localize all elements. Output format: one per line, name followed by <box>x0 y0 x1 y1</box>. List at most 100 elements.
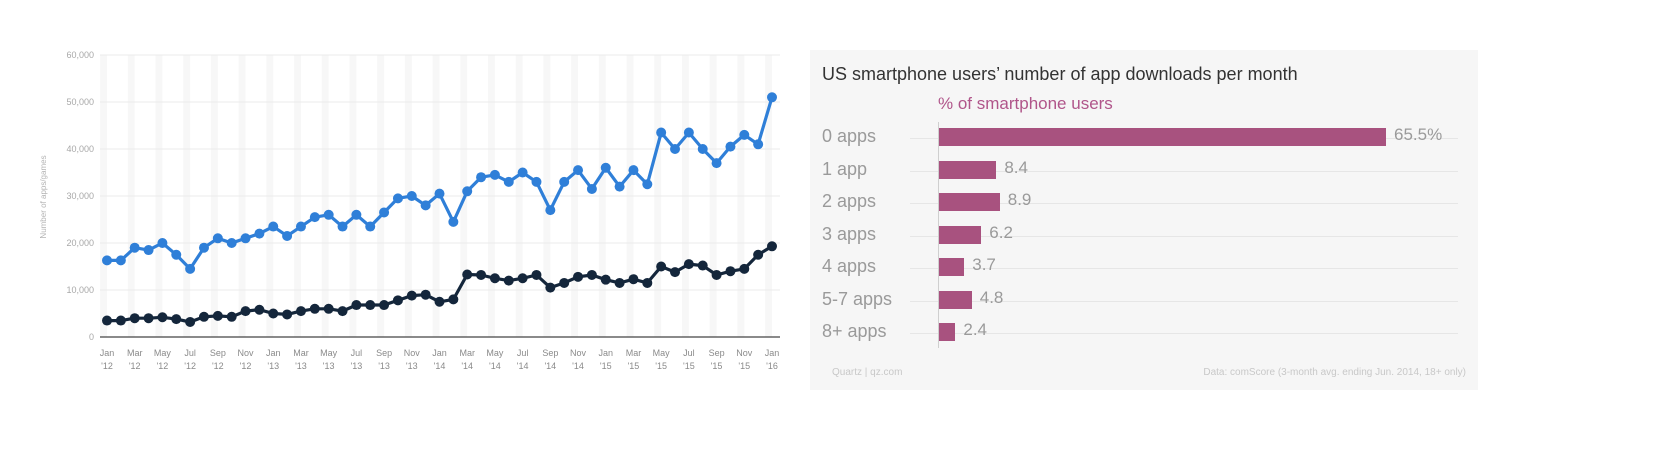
data-point <box>683 259 694 270</box>
bar <box>939 290 972 309</box>
x-tick-label: Nov '12 <box>238 348 255 371</box>
bar-gridline <box>910 268 1458 269</box>
data-point <box>656 127 667 138</box>
bar-value-label: 8.9 <box>1007 190 1032 209</box>
data-point <box>337 221 348 232</box>
data-point <box>573 271 584 282</box>
y-tick-label: 50,000 <box>66 97 94 107</box>
data-point <box>254 228 265 239</box>
y-axis-label: Number of apps/games <box>39 155 48 238</box>
data-point <box>711 269 722 280</box>
bar <box>939 128 1386 146</box>
data-point <box>476 172 487 183</box>
data-point <box>379 207 390 218</box>
bar-category-label: 8+ apps <box>822 321 887 341</box>
data-point <box>323 209 334 220</box>
x-tick-label: Jul '12 <box>184 348 196 371</box>
data-point <box>406 290 417 301</box>
data-point <box>351 300 362 311</box>
bar-gridline <box>910 235 1458 237</box>
bar-value-label: 8.4 <box>1004 157 1028 177</box>
x-tick-label: Jan '16 <box>765 348 780 371</box>
x-tick-year: '15 <box>628 361 640 371</box>
x-tick-year: '15 <box>711 361 723 371</box>
data-point <box>725 266 736 277</box>
data-point <box>143 245 154 256</box>
bar <box>939 160 997 179</box>
data-point <box>240 233 251 244</box>
data-point <box>600 162 611 173</box>
data-point <box>115 315 126 326</box>
data-point <box>198 311 209 322</box>
x-tick-label: Jan '13 <box>266 348 281 371</box>
x-tick-year: '14 <box>517 361 529 371</box>
line-chart: 0 10,000 20,000 30,000 40,000 50,000 60,000 Nu… <box>39 50 780 371</box>
x-tick-label: May '12 <box>154 348 172 371</box>
x-tick-label: Mar '12 <box>127 348 143 371</box>
data-point <box>670 267 681 278</box>
bar-row: 5-7 apps 4.8 <box>810 285 1478 317</box>
bar-gridline <box>910 170 1458 172</box>
data-point <box>102 255 112 266</box>
x-tick-label: Nov '15 <box>736 348 753 371</box>
data-point <box>295 306 306 317</box>
bar-axis-line <box>938 122 939 348</box>
data-point <box>531 176 542 187</box>
data-point <box>309 303 320 314</box>
data-point <box>545 282 556 293</box>
bar-category-label: 4 apps <box>822 256 877 276</box>
data-point <box>295 221 306 232</box>
bar-row: 4 apps 3.7 <box>810 252 1478 284</box>
bar-row: 2 apps 8.9 <box>810 187 1478 219</box>
x-tick-month: Jul <box>184 348 196 358</box>
data-point <box>628 274 639 285</box>
data-point <box>392 193 403 204</box>
data-point <box>185 263 196 274</box>
data-point <box>143 313 154 324</box>
x-tick-month: Jan <box>765 348 780 358</box>
x-tick-month: May <box>320 348 338 358</box>
data-point <box>739 129 750 140</box>
data-point <box>226 311 237 322</box>
data-point <box>711 158 722 169</box>
x-tick-month: Sep <box>210 348 226 358</box>
x-tick-year: '14 <box>461 361 473 371</box>
data-point <box>129 313 140 324</box>
data-point <box>753 249 764 260</box>
data-point <box>739 263 750 274</box>
x-tick-month: May <box>653 348 671 358</box>
y-tick-label: 60,000 <box>66 50 94 60</box>
bar-value-label: 4.8 <box>979 287 1004 307</box>
bar-category-label: 0 apps <box>822 126 877 146</box>
x-tick-month: Sep <box>376 348 392 358</box>
data-point <box>434 296 445 307</box>
bar-value-label: 65.5% <box>1394 125 1443 144</box>
data-point <box>503 176 514 187</box>
data-point <box>309 212 320 223</box>
data-point <box>586 269 597 280</box>
bar-chart-subtitle: % of smartphone users <box>938 94 1113 113</box>
x-tick-month: Jul <box>683 348 695 358</box>
x-tick-label: Jul '13 <box>351 348 363 371</box>
x-tick-label: Sep '12 <box>210 348 226 371</box>
data-point <box>212 310 223 321</box>
data-point <box>240 306 251 317</box>
data-point <box>171 249 182 260</box>
x-tick-label: Jul '15 <box>683 348 695 371</box>
x-tick-label: Nov '13 <box>404 348 421 371</box>
x-tick-year: '16 <box>766 361 778 371</box>
x-tick-year: '14 <box>434 361 446 371</box>
x-tick-month: May <box>486 348 504 358</box>
bar-value-label: 2.4 <box>963 320 988 339</box>
data-point <box>767 241 777 252</box>
x-tick-year: '15 <box>738 361 750 371</box>
data-point <box>268 221 279 232</box>
x-tick-label: Jan '14 <box>432 348 447 371</box>
bar-chart-title: US smartphone users’ number of app downl… <box>822 64 1298 84</box>
data-point <box>157 238 168 248</box>
x-tick-year: '12 <box>129 361 141 371</box>
x-tick-year: '12 <box>240 361 252 371</box>
y-tick-label: 0 <box>89 332 94 342</box>
x-tick-label: Sep '14 <box>542 348 558 371</box>
data-point <box>545 205 556 216</box>
